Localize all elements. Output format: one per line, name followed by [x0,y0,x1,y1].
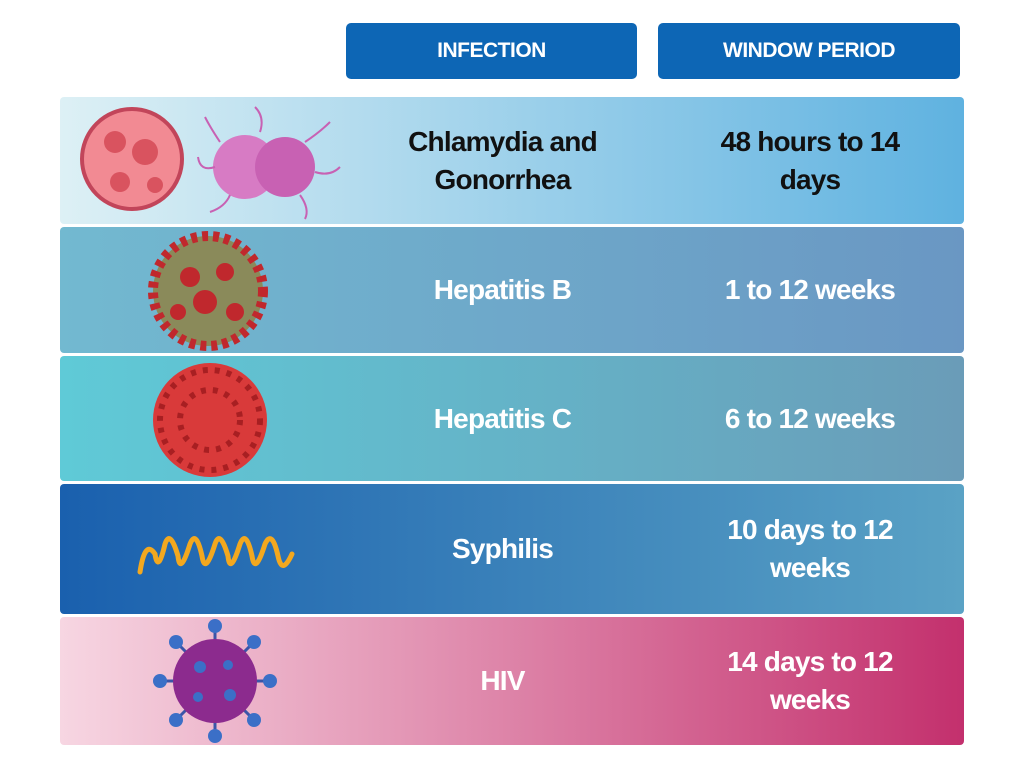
table-row: Syphilis 10 days to 12 weeks [60,484,964,614]
window-period: 1 to 12 weeks [724,274,896,305]
virus-icon [153,619,277,743]
table-row: HIV 14 days to 12 weeks [60,617,964,745]
window-period: 14 days to 12 weeks [727,646,893,715]
infection-name: Hepatitis C [433,402,572,434]
infection-name: Syphilis [452,533,554,564]
column-header: WINDOW PERIOD [658,23,960,79]
column-header: INFECTION [346,23,637,79]
table-row: Chlamydia and Gonorrhea 48 hours to 14 d… [60,97,964,224]
window-period: 10 days to 12 weeks [727,514,893,583]
spirochete-icon [137,536,295,575]
table-row: Hepatitis B 1 to 12 weeks [60,227,964,353]
window-period: 48 hours to 14 days [720,125,900,195]
virus-icon [148,231,268,351]
infection-name: Chlamydia and Gonorrhea [408,125,598,195]
infection-name: HIV [480,665,525,696]
table-row: Hepatitis C 6 to 12 weeks [60,356,964,481]
virus-icon [153,363,267,477]
bacteria-icon [80,106,341,220]
infection-name: Hepatitis B [433,274,572,305]
window-period: 6 to 12 weeks [724,402,896,434]
